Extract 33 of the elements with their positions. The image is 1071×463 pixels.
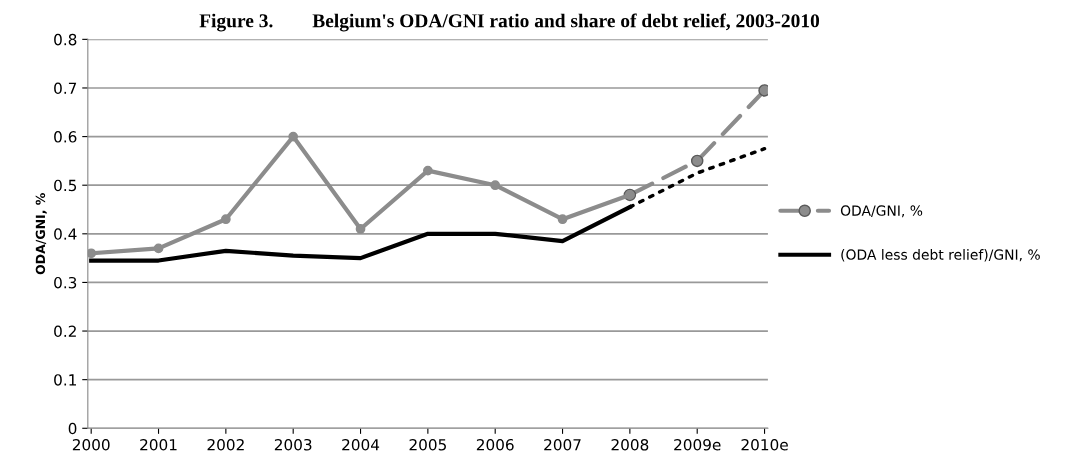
- x-tick-label: 2007: [544, 438, 581, 451]
- x-tick-label: 2003: [274, 438, 312, 451]
- x-tick-label: 2006: [476, 438, 514, 451]
- x-tick-label: 2009e: [674, 438, 721, 451]
- y-tick-label: 0: [68, 422, 77, 435]
- point: [490, 180, 501, 191]
- x-tick-label: 2002: [207, 438, 244, 451]
- point: [758, 84, 768, 97]
- x-tick-label: 2001: [140, 438, 177, 451]
- point: [557, 214, 568, 225]
- x-tick-label: 2010e: [741, 438, 788, 451]
- legend-label: (ODA less debt relief)/GNI, %: [841, 249, 1040, 262]
- y-tick-label: 0.7: [54, 82, 77, 94]
- point: [423, 165, 433, 176]
- point: [288, 131, 299, 142]
- point: [355, 224, 366, 234]
- x-tick-label: 2000: [72, 438, 110, 451]
- point: [153, 243, 164, 254]
- x-tick-label: 2005: [409, 438, 446, 451]
- y-tick-label: 0.3: [54, 276, 77, 289]
- point: [87, 248, 97, 259]
- y-tick-label: 0.2: [54, 325, 76, 338]
- y-tick-label: 0.4: [54, 228, 77, 240]
- legend-label: ODA/GNI, %: [840, 205, 923, 218]
- x-tick-label: 2004: [342, 438, 380, 451]
- point: [220, 214, 231, 225]
- y-tick-label: 0.6: [54, 131, 77, 143]
- y-tick-label: 0.8: [54, 33, 77, 46]
- chart-title: Figure 3. Belgium's ODA/GNI ratio and share of debt relief, 2003-2010: [199, 13, 820, 32]
- x-tick-label: 2008: [611, 438, 649, 451]
- y-tick-label: 0.5: [54, 179, 77, 192]
- y-axis-title: ODA/GNI, %: [35, 193, 47, 275]
- y-tick-label: 0.1: [54, 374, 76, 386]
